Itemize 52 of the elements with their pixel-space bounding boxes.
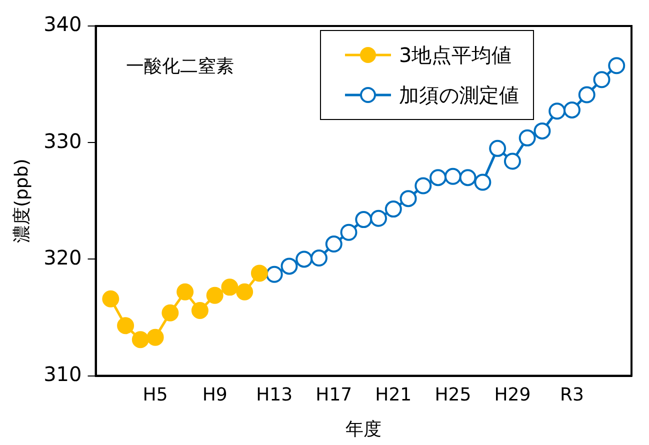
point [191, 302, 208, 320]
point [608, 57, 626, 74]
x-tick-label: R3 [560, 384, 584, 406]
x-tick-label: H29 [494, 384, 531, 406]
point [236, 283, 254, 300]
x-tick-label: H9 [202, 384, 228, 406]
point [563, 101, 580, 118]
point [548, 102, 566, 120]
x-tick-label: H21 [375, 384, 412, 406]
point [593, 71, 610, 88]
point [146, 328, 164, 346]
point [534, 122, 551, 140]
point [325, 236, 342, 253]
point [400, 190, 417, 208]
y-tick-label: 320 [44, 245, 82, 270]
x-tick-label: H5 [142, 384, 168, 406]
point [176, 283, 194, 300]
point [280, 258, 298, 275]
y-tick-label: 330 [44, 128, 82, 153]
y-axis-title: 濃度(ppb) [11, 158, 32, 244]
y-tick-label: 340 [44, 12, 82, 36]
point [206, 286, 224, 304]
point [459, 169, 476, 186]
point [162, 304, 179, 322]
point [444, 168, 462, 185]
x-tick-label: H25 [434, 384, 472, 406]
x-tick-label: H13 [256, 384, 293, 406]
point [250, 264, 268, 282]
point [296, 250, 313, 268]
point [340, 224, 358, 241]
point [355, 211, 372, 228]
legend-label: 加須の測定値 [399, 82, 519, 108]
point [504, 152, 521, 170]
point [430, 169, 447, 186]
point [384, 200, 402, 218]
annotation: 一酸化二窒素 [126, 55, 234, 78]
point [102, 290, 120, 308]
point [117, 317, 134, 334]
point [518, 129, 536, 146]
point [310, 250, 328, 267]
point [489, 140, 506, 157]
y-tick-label: 310 [44, 362, 82, 386]
x-axis-title: 年度 [346, 418, 382, 440]
point [370, 210, 388, 227]
point [414, 177, 432, 194]
x-tick-label: H17 [316, 384, 352, 406]
point [578, 86, 596, 104]
legend-label: 3地点平均値 [399, 42, 512, 68]
point [266, 266, 283, 283]
point [132, 331, 149, 348]
point [221, 278, 238, 296]
point [474, 174, 492, 191]
